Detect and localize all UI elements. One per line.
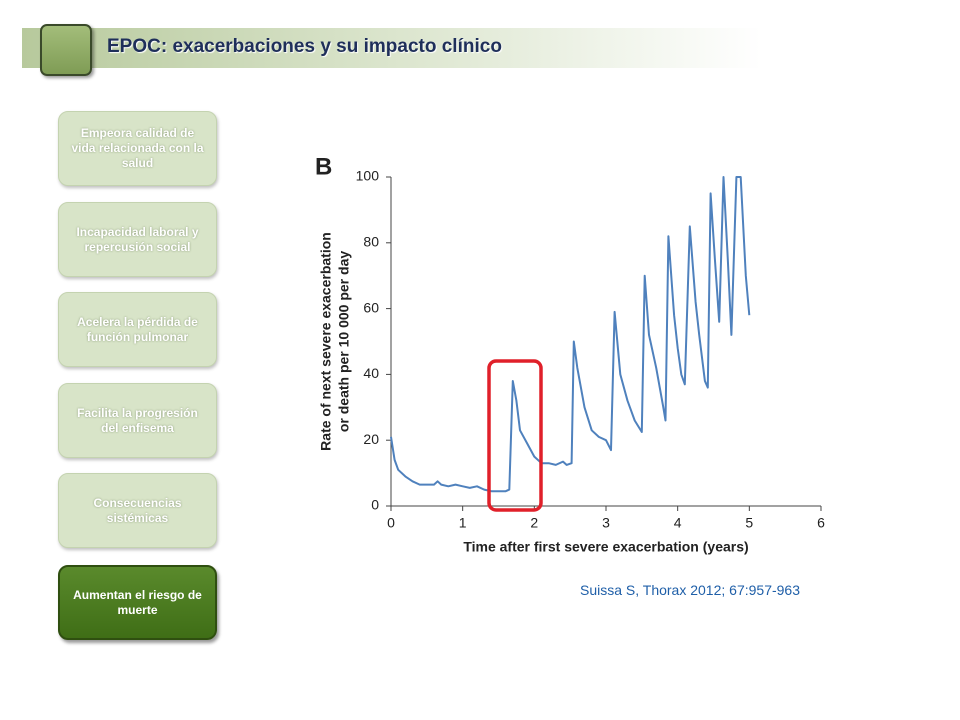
- topic-button[interactable]: Consecuencias sistémicas: [58, 473, 217, 548]
- x-axis-label: Time after first severe exacerbation (ye…: [463, 539, 748, 555]
- y-tick-label: 0: [371, 497, 379, 513]
- x-tick-label: 6: [817, 515, 825, 531]
- x-tick-label: 5: [745, 515, 753, 531]
- x-tick-label: 2: [530, 515, 538, 531]
- y-tick-label: 100: [356, 168, 380, 184]
- y-axis-label: or death per 10 000 per day: [336, 251, 352, 433]
- y-tick-label: 40: [363, 365, 379, 381]
- y-tick-label: 60: [363, 299, 379, 315]
- topic-button-active[interactable]: Aumentan el riesgo de muerte: [58, 565, 217, 640]
- y-axis-label: Rate of next severe exacerbation: [318, 232, 334, 451]
- x-tick-label: 1: [459, 515, 467, 531]
- x-tick-label: 3: [602, 515, 610, 531]
- highlight-box: [487, 359, 543, 512]
- title-icon: [40, 24, 92, 76]
- citation: Suissa S, Thorax 2012; 67:957-963: [580, 582, 801, 598]
- topic-button[interactable]: Facilita la progresión del enfisema: [58, 383, 217, 458]
- topic-button[interactable]: Incapacidad laboral y repercusión social: [58, 202, 217, 277]
- y-tick-label: 80: [363, 234, 379, 250]
- panel-label: B: [315, 153, 332, 180]
- title-bar: [22, 28, 762, 68]
- data-line: [390, 176, 751, 493]
- x-tick-label: 0: [387, 515, 395, 531]
- topic-button[interactable]: Empeora calidad de vida relacionada con …: [58, 111, 217, 186]
- slide-title: EPOC: exacerbaciones y su impacto clínic…: [107, 36, 502, 57]
- x-tick-label: 4: [674, 515, 682, 531]
- y-tick-label: 20: [363, 431, 379, 447]
- topic-button[interactable]: Acelera la pérdida de función pulmonar: [58, 292, 217, 367]
